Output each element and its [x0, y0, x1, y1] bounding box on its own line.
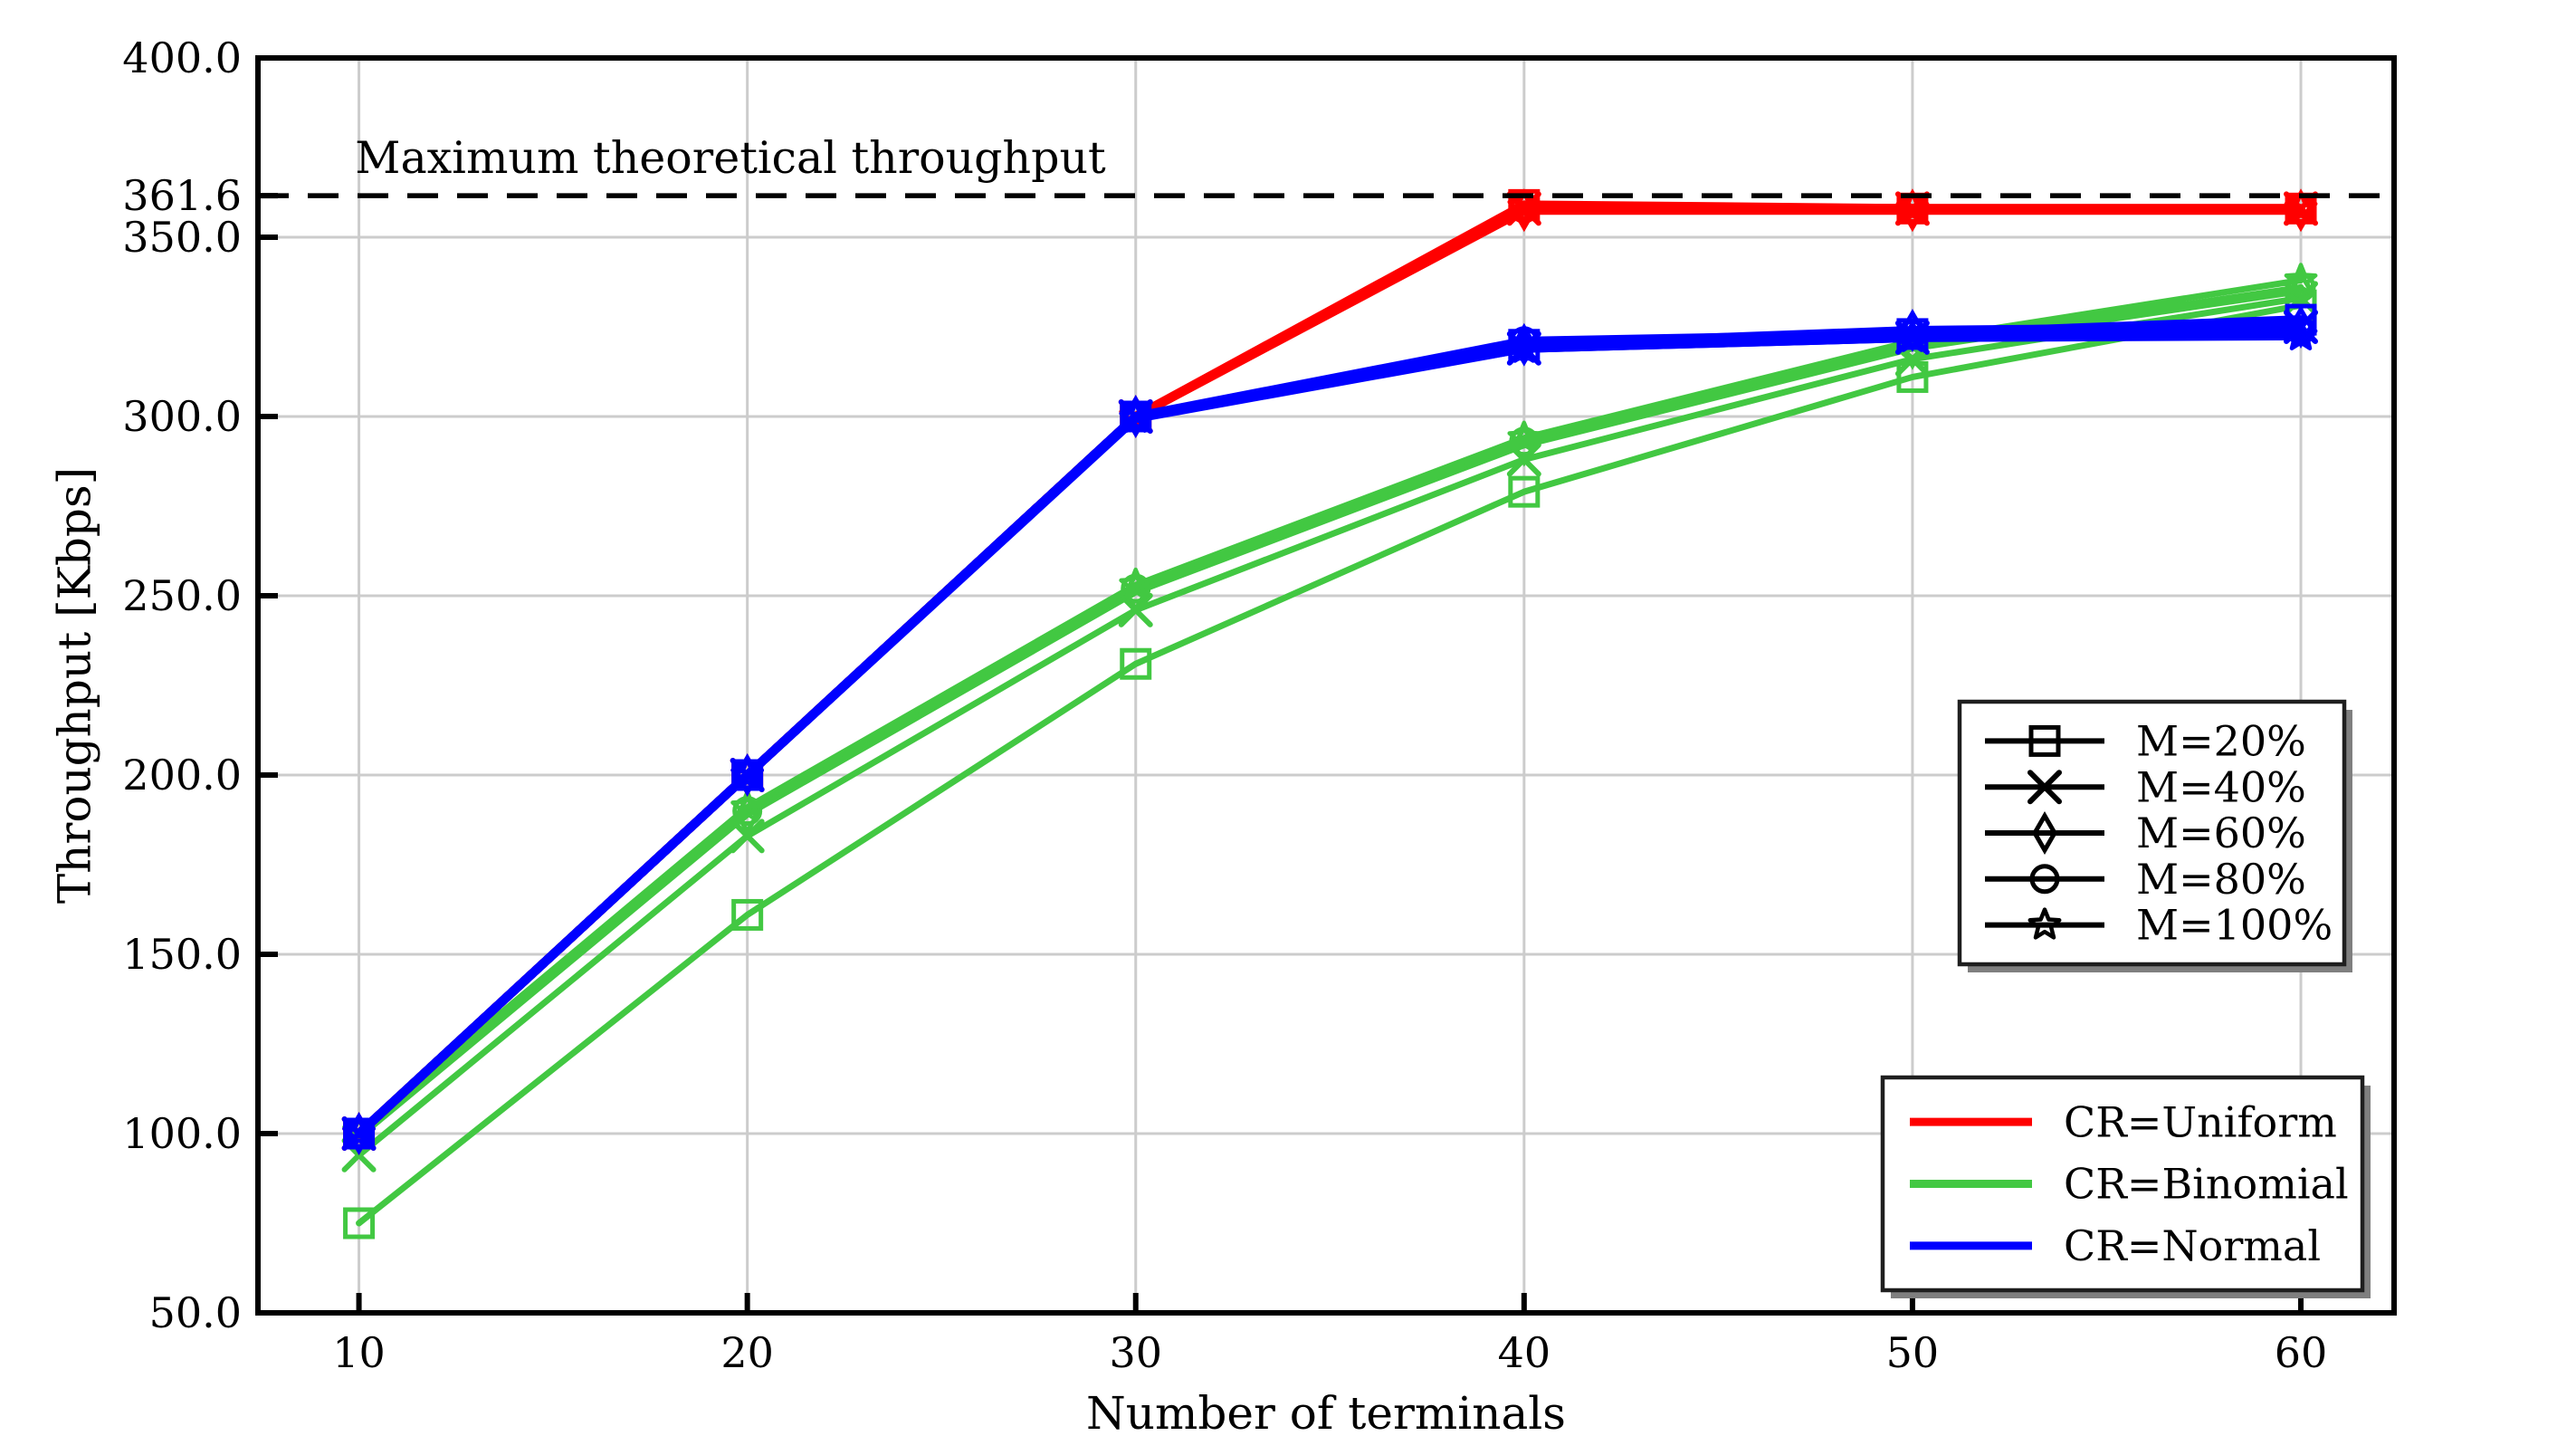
legend-label: CR=Binomial: [2064, 1160, 2349, 1209]
x-tick-labels: 10 20 30 40 50 60: [332, 1328, 2327, 1377]
square-marker: [2028, 724, 2061, 757]
star-marker: [730, 790, 765, 822]
circle-marker: [1121, 573, 1151, 604]
legend-item-cr-normal: CR=Normal: [1910, 1221, 2321, 1270]
x-marker: [2027, 770, 2062, 805]
circle-marker: [2285, 272, 2316, 302]
y-tick-label: 400.0: [122, 34, 242, 82]
legend-label: M=40%: [2136, 762, 2306, 811]
axes-spines: [255, 55, 2397, 1316]
star-marker: [2284, 318, 2318, 350]
star-marker: [1119, 567, 1153, 600]
annotation-max-throughput: Maximum theoretical throughput: [355, 132, 1106, 184]
x-tick-label: 30: [1109, 1328, 1162, 1377]
star-marker: [342, 1115, 376, 1149]
x-tick-label: 20: [720, 1328, 774, 1377]
legend-label: M=100%: [2136, 901, 2333, 950]
x-tick-label: 10: [332, 1328, 386, 1377]
x-axis-label: Number of terminals: [1086, 1387, 1566, 1440]
star-marker: [1895, 191, 1930, 224]
star-marker: [1507, 420, 1541, 453]
legend-item-cr-uniform: CR=Uniform: [1910, 1097, 2337, 1146]
star-marker: [1119, 400, 1153, 433]
legend-label: M=80%: [2136, 855, 2306, 904]
star-marker: [730, 757, 765, 790]
star-marker: [1895, 320, 1930, 352]
square-marker: [1120, 647, 1152, 680]
x-tick-label: 60: [2275, 1328, 2328, 1377]
marker-legend: M=20%M=40%M=60%M=80%M=100%: [1957, 699, 2352, 972]
series-line: [354, 330, 2306, 1138]
y-axis-label: Throughput [Kbps]: [49, 467, 101, 904]
series-line: [356, 294, 2304, 1159]
legend-item-m40: M=40%: [1985, 762, 2306, 811]
legend-label: M=60%: [2136, 809, 2306, 857]
x-tick-label: 40: [1498, 1328, 1551, 1377]
y-tick-label: 300.0: [122, 392, 242, 441]
series-line: [356, 302, 2304, 1227]
star-marker: [2284, 263, 2318, 295]
square-marker: [731, 898, 764, 931]
legend-item-cr-binomial: CR=Binomial: [1910, 1160, 2349, 1209]
legend-label: M=20%: [2136, 717, 2306, 766]
y-tick-label: 250.0: [122, 571, 242, 620]
square-marker: [1508, 475, 1541, 508]
star-marker: [2284, 191, 2318, 224]
y-tick-label: 150.0: [122, 930, 242, 979]
x-tick-label: 50: [1886, 1328, 1940, 1377]
y-tick-label: 50.0: [149, 1288, 242, 1337]
legend-item-m60: M=60%: [1985, 809, 2306, 857]
circle-marker: [2029, 864, 2060, 895]
y-tick-label: 361.6: [122, 171, 242, 220]
color-legend: CR=Uniform CR=Binomial CR=Normal: [1880, 1075, 2371, 1298]
diamond-marker: [2032, 811, 2057, 855]
legend-label: CR=Uniform: [2064, 1097, 2337, 1146]
legend-frame: [1880, 1075, 2365, 1293]
y-tick-label: 100.0: [122, 1109, 242, 1158]
legend-item-m80: M=80%: [1985, 855, 2306, 904]
star-marker: [1507, 330, 1541, 363]
legend-label: CR=Normal: [2064, 1221, 2321, 1270]
circle-marker: [732, 796, 763, 827]
y-tick-label: 200.0: [122, 751, 242, 799]
legend-item-m100: M=100%: [1985, 901, 2333, 950]
y-tick-label: 350.0: [122, 213, 242, 262]
star-marker: [1507, 189, 1541, 222]
series-normal-m100: [342, 318, 2318, 1149]
star-marker: [2027, 907, 2062, 940]
legend-item-m20: M=20%: [1985, 717, 2306, 766]
square-marker: [343, 1207, 376, 1240]
